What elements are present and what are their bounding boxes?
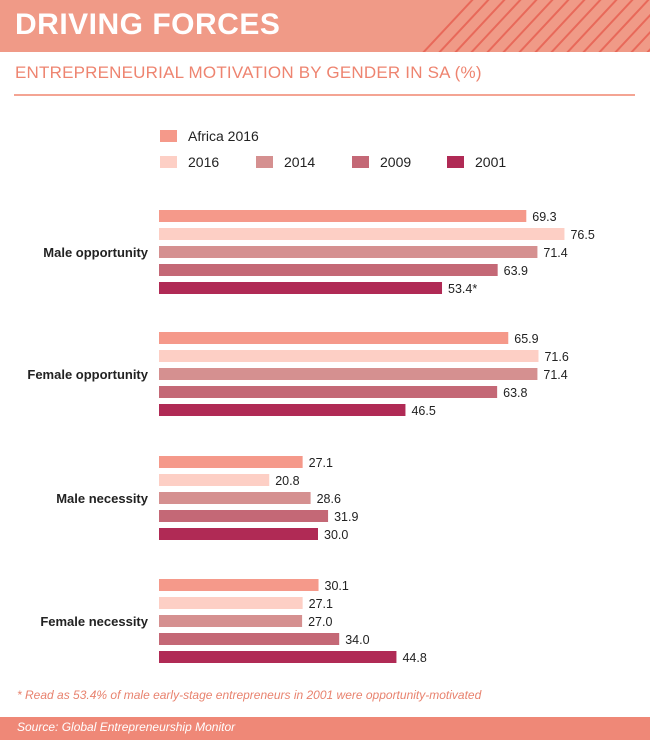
chart-subtitle: ENTREPRENEURIAL MOTIVATION BY GENDER IN … (15, 63, 482, 82)
header-stripe (534, 0, 586, 52)
bar (159, 228, 565, 240)
data-label: 71.6 (544, 350, 568, 364)
legend-swatch (256, 156, 273, 168)
header-stripe (502, 0, 554, 52)
header-stripe (438, 0, 490, 52)
category-label: Male opportunity (43, 245, 148, 260)
legend-label: Africa 2016 (188, 128, 259, 144)
bar (159, 651, 397, 663)
bar (159, 510, 329, 522)
header-stripe (550, 0, 602, 52)
footnote: * Read as 53.4% of male early-stage entr… (17, 688, 482, 702)
data-label: 30.1 (325, 579, 349, 593)
header-bg (0, 0, 650, 52)
legend-label: 2001 (475, 154, 506, 170)
data-label: 69.3 (532, 210, 556, 224)
legend-swatch (160, 156, 177, 168)
bar (159, 282, 443, 294)
header-stripe (630, 30, 650, 52)
legend-swatch (447, 156, 464, 168)
header-stripe (470, 0, 522, 52)
header-banner: DRIVING FORCES (0, 0, 650, 52)
data-label: 76.5 (570, 228, 594, 242)
header-stripe (422, 0, 474, 52)
category-label: Female necessity (40, 614, 148, 629)
bar (159, 528, 318, 540)
bar (159, 633, 340, 645)
header-stripe (518, 0, 570, 52)
data-label: 27.1 (309, 456, 333, 470)
bar (159, 474, 270, 486)
category-label: Female opportunity (27, 367, 148, 382)
data-label: 27.1 (309, 597, 333, 611)
bar (159, 597, 303, 609)
data-label: 46.5 (411, 404, 435, 418)
bar (159, 386, 498, 398)
data-label: 30.0 (324, 528, 348, 542)
header-stripe (566, 0, 618, 52)
data-label: 65.9 (514, 332, 538, 346)
data-label: 20.8 (275, 474, 299, 488)
header-stripes (0, 0, 650, 52)
data-label: 63.9 (504, 264, 528, 278)
data-label: 63.8 (503, 386, 527, 400)
bar (159, 264, 498, 276)
bar (159, 492, 311, 504)
bar (159, 615, 303, 627)
bar (159, 332, 509, 344)
bar (159, 404, 406, 416)
bar (159, 456, 303, 468)
data-label: 28.6 (317, 492, 341, 506)
data-label: 53.4* (448, 282, 477, 296)
bar (159, 579, 319, 591)
legend-swatch (160, 130, 177, 142)
legend-label: 2009 (380, 154, 411, 170)
header-stripe (486, 0, 538, 52)
bar (159, 368, 538, 380)
header-stripe (582, 0, 634, 52)
separator-line (14, 94, 635, 96)
data-label: 71.4 (543, 246, 567, 260)
bar (159, 210, 527, 222)
header-stripe (614, 13, 650, 52)
category-label: Male necessity (56, 491, 149, 506)
bar (159, 350, 539, 362)
header-stripe (454, 0, 506, 52)
bar (159, 246, 538, 258)
data-label: 44.8 (402, 651, 426, 665)
data-label: 27.0 (308, 615, 332, 629)
data-label: 31.9 (334, 510, 358, 524)
legend-label: 2014 (284, 154, 315, 170)
page-title: DRIVING FORCES (15, 8, 281, 41)
footer-bar: Source: Global Entrepreneurship Monitor (0, 717, 650, 740)
data-label: 34.0 (345, 633, 369, 647)
header-stripe (598, 0, 650, 52)
legend-label: 2016 (188, 154, 219, 170)
source-label: Source: Global Entrepreneurship Monitor (17, 720, 236, 734)
data-label: 71.4 (543, 368, 567, 382)
bar-chart: Africa 2016 2016 2014 2009 2001 Male opportun… (27, 128, 594, 665)
legend-swatch (352, 156, 369, 168)
